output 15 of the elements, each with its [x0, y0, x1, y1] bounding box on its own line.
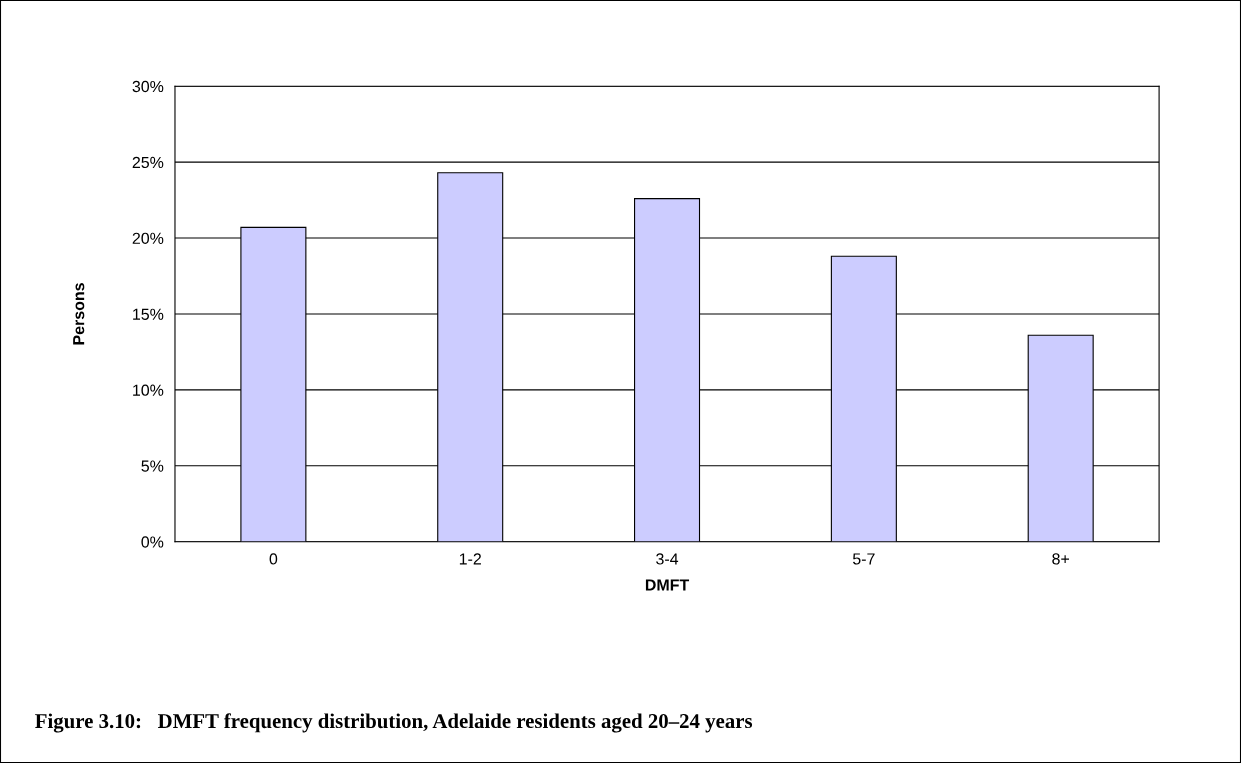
x-tick-label: 0: [269, 553, 278, 565]
x-tick-label: 1-2: [459, 553, 481, 565]
y-tick-label: 0%: [141, 536, 164, 548]
x-tick-label: 5-7: [852, 553, 875, 565]
x-tick-label: 3-4: [656, 553, 679, 565]
x-tick-label: 8+: [1052, 553, 1069, 565]
caption: Figure 3.10: DMFT frequency distribution, Adelaide residents aged 20–24 years: [35, 713, 753, 733]
y-tick-label: 10%: [133, 384, 164, 396]
y-tick-label: 15%: [133, 308, 164, 320]
y-tick-label: 30%: [132, 80, 164, 93]
y-tick-label: 25%: [132, 156, 164, 169]
x-axis-title: DMFT: [645, 579, 690, 591]
y-axis-title: Persons: [73, 283, 85, 345]
y-tick-label: 5%: [141, 460, 164, 472]
y-tick-label: 20%: [132, 232, 164, 244]
